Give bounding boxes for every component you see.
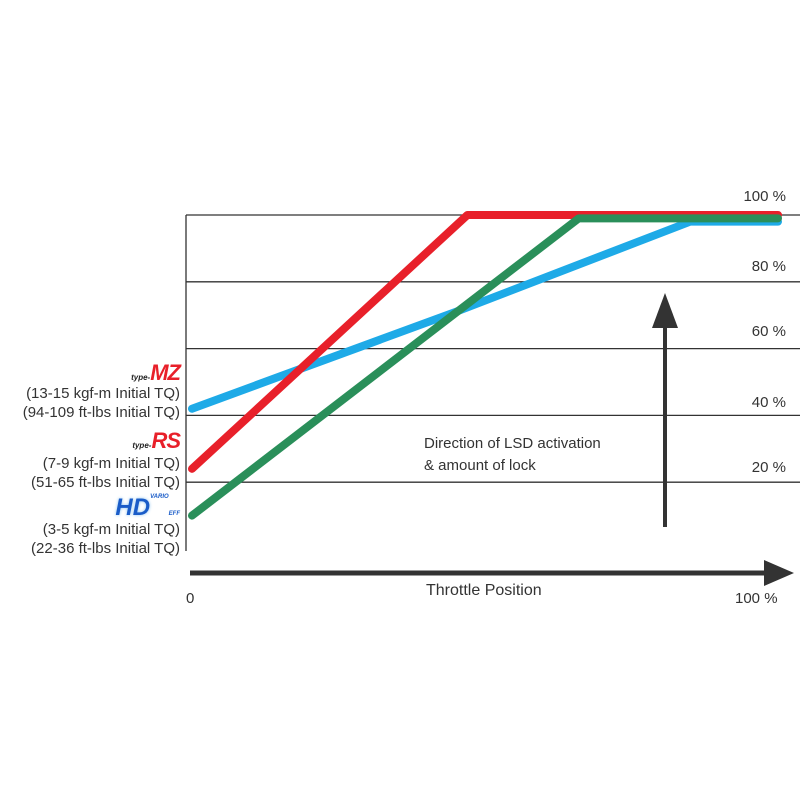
- type-mz-logo: type-MZ: [131, 360, 181, 385]
- y-tick-40: 40 %: [751, 394, 786, 411]
- type-rs-logo: type-RS: [132, 428, 181, 453]
- mz-ftlbs-label: (94-109 ft-lbs Initial TQ): [22, 404, 180, 421]
- x-tick-0: 0: [186, 590, 195, 607]
- lsd-direction-arrowhead-icon: [652, 293, 678, 328]
- annotation-line-1: Direction of LSD activation: [424, 435, 601, 452]
- x-axis-arrowhead-icon: [764, 560, 794, 586]
- rs-kgf-label: (7-9 kgf-m Initial TQ): [42, 455, 180, 472]
- y-tick-20: 20 %: [751, 459, 786, 476]
- mz-kgf-label: (13-15 kgf-m Initial TQ): [26, 385, 180, 402]
- x-axis-label: Throttle Position: [426, 582, 542, 599]
- x-tick-100: 100 %: [735, 590, 778, 607]
- y-tick-60: 60 %: [751, 323, 786, 340]
- annotation-line-2: & amount of lock: [424, 457, 536, 474]
- y-tick-100: 100 %: [743, 188, 786, 205]
- series-line-hd: [188, 214, 782, 520]
- series-line-type-mz: [188, 217, 782, 413]
- y-tick-80: 80 %: [751, 258, 786, 275]
- hd-ftlbs-label: (22-36 ft-lbs Initial TQ): [31, 540, 180, 557]
- hd-kgf-label: (3-5 kgf-m Initial TQ): [42, 521, 180, 538]
- series-line-type-rs: [188, 211, 782, 473]
- rs-ftlbs-label: (51-65 ft-lbs Initial TQ): [31, 474, 180, 491]
- hd-logo: HDVARIOEFF: [115, 494, 180, 521]
